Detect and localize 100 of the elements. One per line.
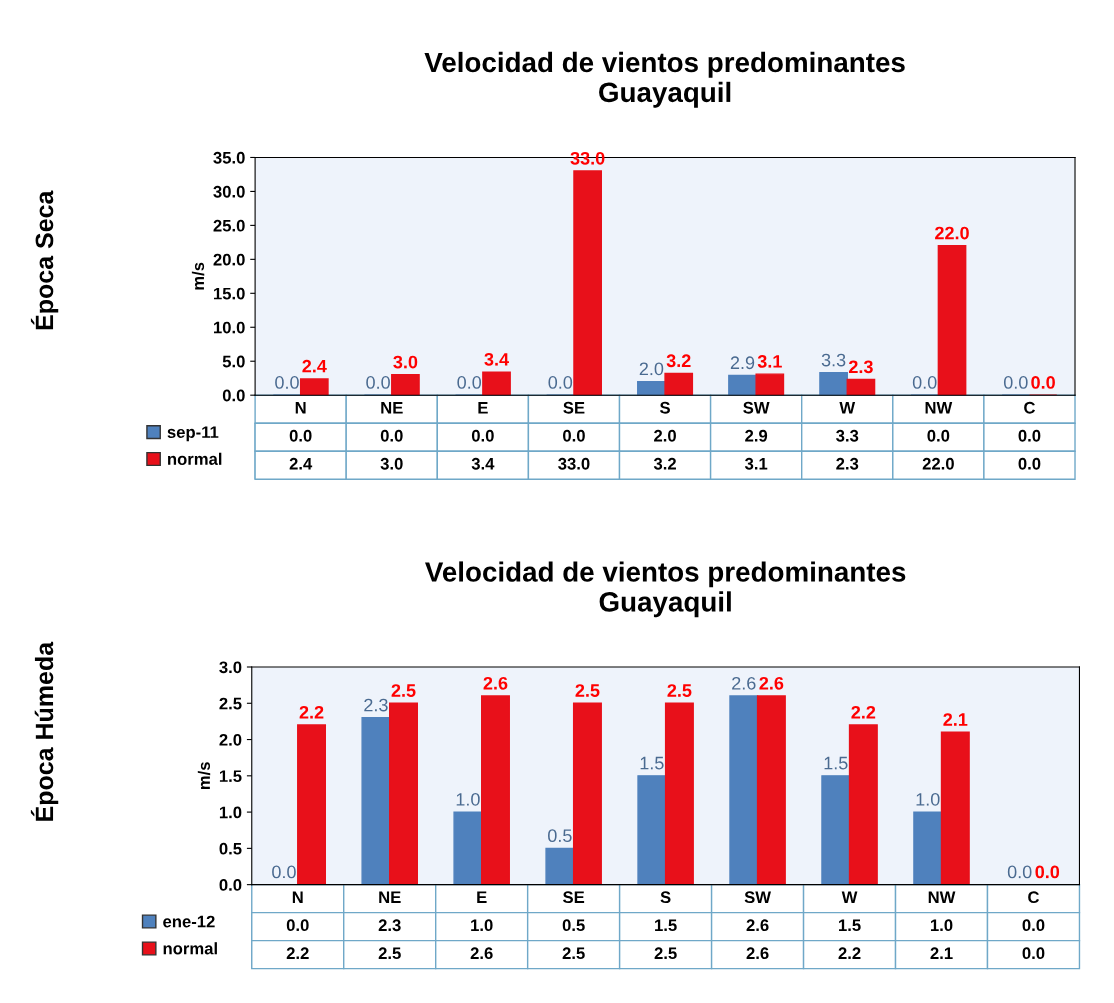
text: 2.2 — [299, 705, 324, 719]
y-tick-label: 15.0 — [214, 287, 245, 300]
bar — [937, 245, 967, 396]
text: 0.5 — [548, 829, 572, 843]
category-label: N — [292, 891, 303, 903]
y-tick-label: 0.5 — [219, 842, 242, 855]
data-label: 0.0 — [1022, 919, 1045, 932]
bar — [728, 374, 757, 396]
data-label: 0.0 — [471, 429, 494, 442]
data-label: 3.1 — [744, 457, 768, 470]
data-label: 1.0 — [471, 919, 493, 932]
text: 2.0 — [639, 362, 664, 376]
data-label: 0.0 — [380, 429, 403, 442]
bar — [299, 378, 329, 396]
bar — [453, 811, 483, 885]
bar — [821, 775, 851, 885]
bar — [389, 702, 418, 885]
data-label: 0.5 — [562, 919, 585, 932]
category-label: E — [477, 891, 487, 903]
data-label: 0.0 — [1022, 947, 1045, 960]
category-label: S — [659, 401, 670, 414]
data-label: 2.2 — [838, 947, 861, 959]
data-label: 0.0 — [563, 429, 585, 442]
text: 2.3 — [849, 360, 873, 374]
text: 2.6 — [759, 676, 784, 690]
y-tick-label: 0.0 — [219, 879, 242, 891]
data-label: 0.0 — [927, 429, 950, 442]
text: 0.0 — [272, 865, 296, 879]
category-label: S — [660, 891, 671, 904]
y-tick-label: 20.0 — [213, 253, 245, 266]
text: 0.0 — [1003, 376, 1028, 389]
data-label: 2.6 — [746, 947, 769, 960]
text: 3.2 — [666, 354, 691, 368]
text: 3.3 — [821, 353, 846, 367]
bar — [755, 373, 785, 396]
bar — [480, 695, 510, 885]
data-label: 2.0 — [654, 429, 676, 442]
text: 2.2 — [851, 705, 876, 719]
category-label: SW — [743, 401, 770, 414]
data-label: 3.3 — [836, 429, 859, 442]
category-label: C — [1024, 401, 1036, 414]
data-label: 2.3 — [378, 919, 401, 932]
text: 1.5 — [640, 756, 664, 770]
y-tick-label: 1.0 — [219, 806, 242, 819]
data-label: 2.6 — [746, 919, 769, 932]
data-label: 22.0 — [922, 457, 954, 470]
y-tick-label: 25.0 — [213, 219, 245, 232]
text: 3.4 — [484, 352, 509, 366]
legend-label: normal — [168, 452, 222, 465]
bar — [819, 372, 848, 396]
bar — [664, 372, 694, 396]
text: 0.0 — [1007, 865, 1032, 879]
text: 1.0 — [456, 792, 480, 806]
text: 0.0 — [912, 376, 937, 389]
data-label: 2.3 — [836, 457, 859, 470]
bar — [482, 371, 511, 396]
category-label: NW — [925, 402, 953, 414]
bar — [848, 724, 878, 885]
legend-label: ene-12 — [163, 915, 215, 928]
y-tick-label: 0.0 — [222, 389, 245, 402]
text: 0.0 — [366, 376, 390, 389]
y-tick-label: 5.0 — [222, 355, 245, 368]
y-tick-label: 30.0 — [213, 185, 245, 198]
text: 2.5 — [667, 684, 692, 697]
text: 2.6 — [732, 676, 756, 690]
text: 0.0 — [1031, 376, 1055, 389]
bar — [573, 170, 602, 396]
category-label: E — [478, 402, 488, 414]
text: 22.0 — [935, 226, 969, 240]
y-tick-label: 2.0 — [219, 733, 242, 746]
data-label: 2.9 — [745, 429, 768, 442]
chart-title: Velocidad de vientos predominantes Guayaquil — [425, 561, 906, 618]
category-label: NW — [928, 891, 956, 903]
legend-label: sep-11 — [167, 426, 219, 442]
data-label: 33.0 — [558, 457, 590, 470]
category-label: W — [839, 402, 856, 414]
text: 2.3 — [364, 698, 388, 712]
text: 2.1 — [943, 713, 968, 726]
data-label: 2.1 — [930, 947, 953, 959]
data-label: 2.5 — [562, 947, 585, 960]
y-tick-label: 2.5 — [219, 697, 242, 710]
bar — [664, 702, 694, 885]
data-label: 1.0 — [930, 919, 953, 932]
legend-label: normal — [163, 942, 217, 955]
text: 2.5 — [575, 684, 600, 697]
data-label: 0.0 — [286, 919, 309, 932]
text: 1.5 — [824, 756, 848, 770]
text: 2.5 — [391, 684, 416, 697]
category-label: SE — [563, 891, 585, 904]
data-label: 3.2 — [653, 457, 676, 470]
data-label: 0.0 — [1018, 429, 1041, 442]
text: 2.4 — [302, 359, 327, 373]
y-tick-label: 35.0 — [213, 151, 245, 164]
text: 3.0 — [393, 355, 418, 369]
data-label: 0.0 — [289, 429, 312, 442]
y-tick-label: 10.0 — [214, 321, 245, 334]
bar — [913, 811, 943, 885]
text: Época Húmeda — [30, 641, 59, 821]
chart-title: Velocidad de vientos predominantes Guayaquil — [424, 51, 905, 108]
bar — [391, 374, 420, 396]
